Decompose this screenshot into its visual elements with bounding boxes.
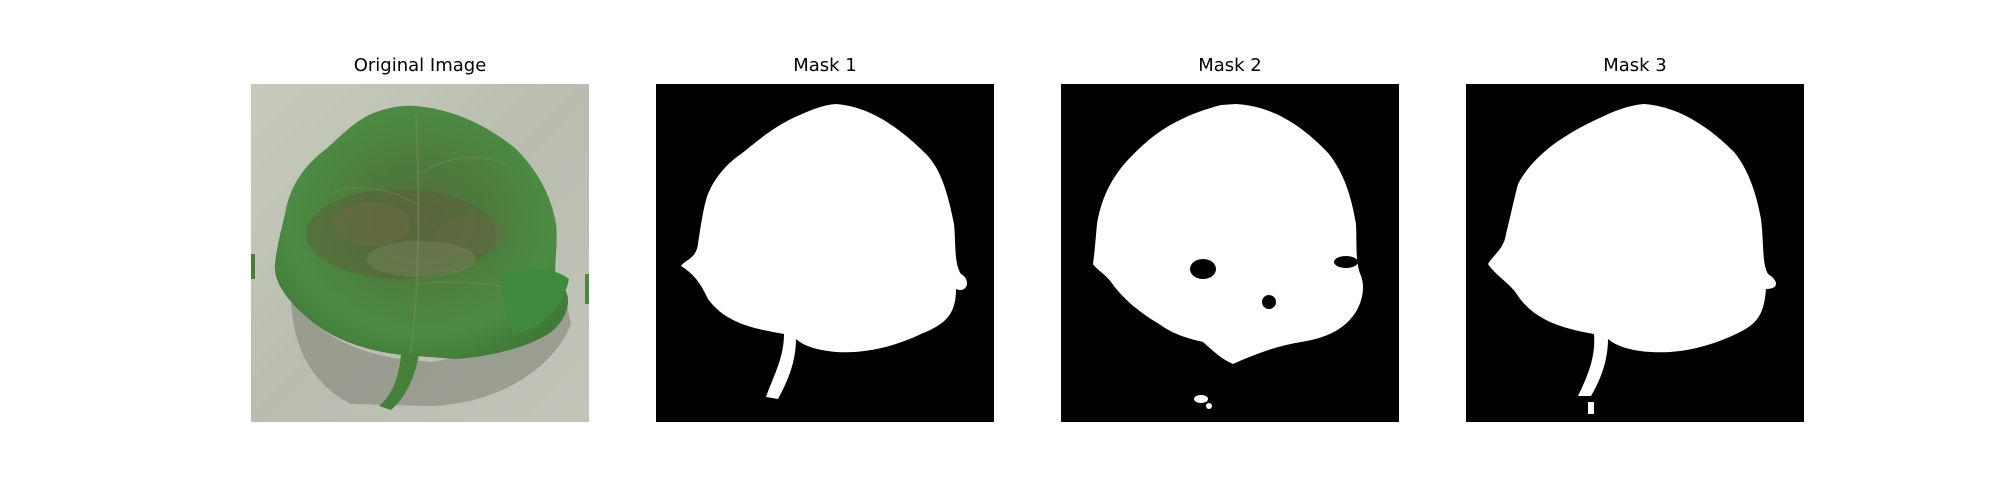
mask-3-image [1466,84,1804,422]
original-leaf-photo [251,84,589,422]
panel-title: Mask 3 [1466,55,1804,77]
mask-2-image [1061,84,1399,422]
panel-title: Original Image [251,55,589,77]
panel-title: Mask 1 [656,55,994,77]
panel-title: Mask 2 [1061,55,1399,77]
mask-1-image [656,84,994,422]
